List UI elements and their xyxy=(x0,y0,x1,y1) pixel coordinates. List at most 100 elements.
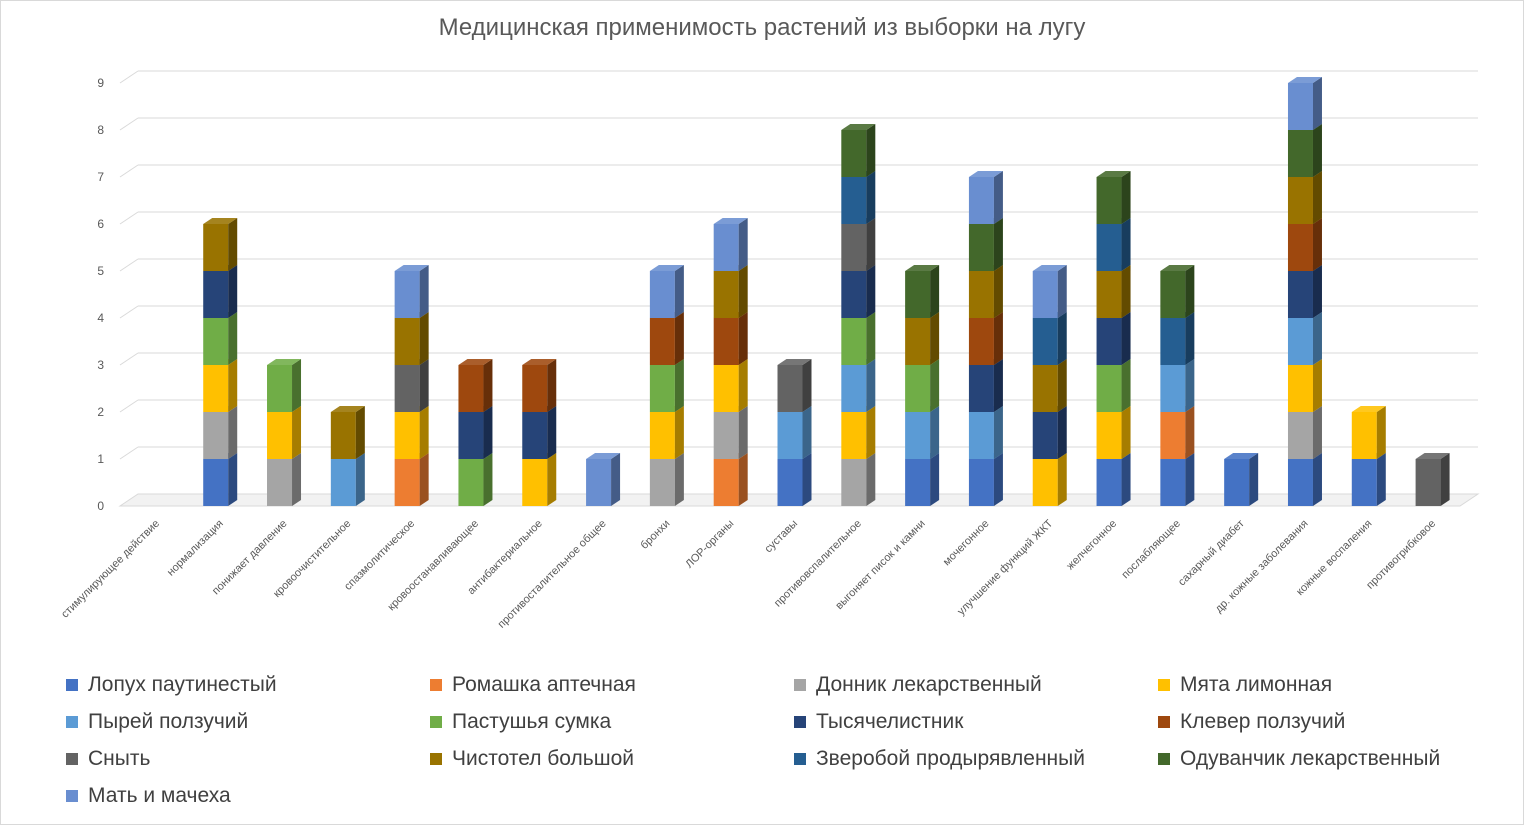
bar-segment xyxy=(458,406,493,459)
bar-segment xyxy=(1287,265,1322,318)
x-tick-label: послабляющее xyxy=(1120,518,1183,581)
bar-segment xyxy=(267,453,302,506)
bar-segment xyxy=(905,406,940,459)
bar-segment xyxy=(458,359,493,412)
legend-item: Сныть xyxy=(66,742,150,776)
bar-segment xyxy=(713,218,748,271)
bar-segment xyxy=(713,312,748,365)
bar-segment xyxy=(203,265,238,318)
bar-segment xyxy=(905,265,940,318)
bar-segment xyxy=(1096,406,1131,459)
legend-swatch xyxy=(794,753,806,765)
x-tick-label: противогрибковое xyxy=(1364,518,1438,592)
legend-label: Пастушья сумка xyxy=(452,710,612,733)
legend-swatch xyxy=(1158,753,1170,765)
bar-segment xyxy=(267,406,302,459)
bar-segment xyxy=(203,359,238,412)
legend-label: Ромашка аптечная xyxy=(452,673,636,696)
bar-segment xyxy=(905,453,940,506)
bar-segment xyxy=(968,265,1003,318)
legend-item: Зверобой продырявленный xyxy=(794,742,1085,776)
legend-label: Мята лимонная xyxy=(1180,673,1333,696)
legend-label: Мать и мачеха xyxy=(88,784,231,807)
bar-segment xyxy=(330,406,365,459)
legend-swatch xyxy=(66,753,78,765)
bar-segment xyxy=(649,265,684,318)
bar-segment xyxy=(1096,171,1131,224)
bar-segment xyxy=(1096,265,1131,318)
bar-segment xyxy=(841,124,876,177)
x-tick-label: мочегонное xyxy=(941,518,992,569)
bar-segment xyxy=(330,453,365,506)
gridline-depth xyxy=(119,164,139,178)
bar-segment xyxy=(841,312,876,365)
x-tick-label: ЛОР-органы xyxy=(683,518,736,571)
x-tick-label: противосталительное общее xyxy=(496,518,609,631)
legend-swatch xyxy=(430,679,442,691)
legend-swatch xyxy=(1158,679,1170,691)
bar-segment xyxy=(1287,406,1322,459)
legend-swatch xyxy=(66,716,78,728)
bar-segment xyxy=(713,359,748,412)
bar-segment xyxy=(1096,218,1131,271)
x-tick-label: сахарный диабет xyxy=(1176,518,1247,589)
legend-label: Одуванчик лекарственный xyxy=(1180,747,1441,770)
y-tick-label: 2 xyxy=(97,405,104,419)
legend-label: Лопух паутинестый xyxy=(88,673,277,696)
y-tick-label: 9 xyxy=(97,76,104,90)
bar-segment xyxy=(458,453,493,506)
bar-segment xyxy=(1096,312,1131,365)
bar-segment xyxy=(777,359,812,412)
x-tick-label: нормализация xyxy=(165,518,226,579)
bar-segment xyxy=(394,265,429,318)
bar-segment xyxy=(203,218,238,271)
legend-item: Клевер ползучий xyxy=(1158,705,1345,739)
bar-segment xyxy=(1287,312,1322,365)
legend-item: Ромашка аптечная xyxy=(430,668,636,702)
bar-segment xyxy=(713,406,748,459)
bar-segment xyxy=(968,453,1003,506)
bar-segment xyxy=(905,312,940,365)
legend-item: Пырей ползучий xyxy=(66,705,248,739)
bar-segment xyxy=(203,406,238,459)
bar-segment xyxy=(522,359,557,412)
gridline-depth xyxy=(119,305,139,319)
bar-segment xyxy=(522,406,557,459)
gridline-depth xyxy=(119,117,139,131)
bar-segment xyxy=(841,359,876,412)
bar-segment xyxy=(777,406,812,459)
legend-label: Пырей ползучий xyxy=(88,710,249,733)
bar-segment xyxy=(649,453,684,506)
bar-segment xyxy=(841,265,876,318)
bar-segment xyxy=(777,453,812,506)
y-tick-label: 1 xyxy=(97,452,104,466)
gridline-depth xyxy=(119,399,139,413)
bar-segment xyxy=(1160,312,1195,365)
bar-segment xyxy=(968,312,1003,365)
y-tick-label: 3 xyxy=(97,358,104,372)
bar-segment xyxy=(1415,453,1450,506)
legend-label: Клевер ползучий xyxy=(1180,710,1346,733)
legend-swatch xyxy=(66,679,78,691)
y-tick-label: 6 xyxy=(97,217,104,231)
bar-segment xyxy=(968,218,1003,271)
y-tick-label: 5 xyxy=(97,264,104,278)
bar-segment xyxy=(1224,453,1259,506)
chart-plot: 0 1 2 3 4 5 6 7 8 9 стимулирующее действие нормализ… xyxy=(59,70,1480,631)
x-tick-label: желчегонное xyxy=(1064,518,1119,573)
x-tick-label: стимулирующее действие xyxy=(59,518,162,621)
bar-segment xyxy=(1287,171,1322,224)
x-tick-label: бронхи xyxy=(638,518,672,552)
legend-swatch xyxy=(430,716,442,728)
legend-item: Пастушья сумка xyxy=(430,705,611,739)
legend-swatch xyxy=(794,716,806,728)
bar-segment xyxy=(1351,406,1386,459)
bar-segment xyxy=(841,453,876,506)
bar-segment xyxy=(1160,265,1195,318)
legend-swatch xyxy=(1158,716,1170,728)
legend-item: Мята лимонная xyxy=(1158,668,1332,702)
legend-item: Лопух паутинестый xyxy=(66,668,277,702)
legend-swatch xyxy=(794,679,806,691)
bar-segment xyxy=(649,312,684,365)
